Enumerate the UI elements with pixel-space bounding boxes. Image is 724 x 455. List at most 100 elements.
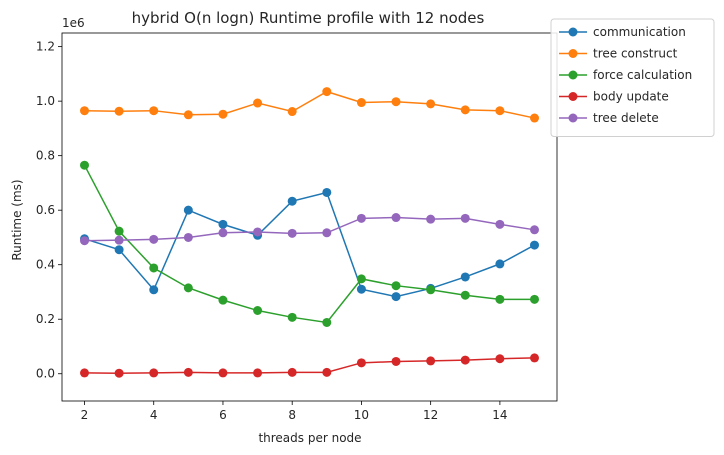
data-point-force-calculation [253,305,263,315]
data-point-body-update [426,356,436,366]
data-point-force-calculation [183,283,193,293]
data-point-body-update [460,355,470,365]
data-point-communication [218,219,228,229]
data-point-tree-construct [426,99,436,109]
y-axis-label: Runtime (ms) [10,179,24,260]
data-point-tree-construct [287,107,297,117]
y-axis-offset-label: 1e6 [62,16,85,30]
data-point-communication [356,284,366,294]
legend-marker [568,92,578,101]
data-point-force-calculation [356,274,366,284]
series-tree-construct [80,87,539,123]
data-point-tree-construct [80,106,89,116]
data-point-tree-delete [495,219,505,229]
data-point-force-calculation [495,294,505,304]
legend-label: tree construct [593,47,678,61]
data-point-tree-construct [218,109,228,119]
data-point-tree-construct [391,97,401,107]
series-tree-delete [80,213,539,246]
legend-label: force calculation [593,68,692,82]
data-point-force-calculation [460,290,470,300]
series-line-force-calculation [83,164,535,324]
x-tick-label: 6 [219,408,227,422]
data-point-body-update [356,358,366,368]
data-point-tree-delete [253,227,263,237]
data-point-body-update [287,367,297,377]
data-point-force-calculation [530,294,539,304]
x-tick-label: 4 [150,408,158,422]
x-tick-label: 10 [354,408,369,422]
data-point-tree-construct [253,98,263,108]
plot-area: 2 4 6 8 10 12 14 0.0 0.2 0.4 0.6 0.8 1.0 1.2 [36,32,558,422]
data-point-tree-construct [356,98,366,108]
y-tick-label: 0.0 [36,367,55,381]
data-point-tree-delete [114,235,124,245]
data-point-communication [530,240,539,250]
data-point-body-update [149,368,159,378]
y-tick-label: 0.8 [36,149,55,163]
data-point-tree-delete [287,228,297,238]
y-tick-label: 1.0 [36,94,55,108]
y-tick-label: 0.4 [36,258,55,272]
x-axis-label: threads per node [258,431,361,445]
data-point-tree-delete [80,236,89,246]
data-point-tree-construct [183,110,193,120]
legend-marker [568,70,578,80]
legend-item-force-calculation: force calculation [559,68,692,82]
data-point-body-update [253,368,263,378]
legend-item-communication: communication [559,25,686,39]
legend-marker [568,49,578,58]
data-point-tree-delete [530,225,539,235]
data-point-communication [149,285,159,295]
data-point-body-update [80,368,89,378]
y-tick-label: 1.2 [36,40,55,54]
data-point-tree-delete [322,228,332,238]
legend-item-tree-construct: tree construct [559,47,678,61]
data-point-tree-construct [149,106,159,116]
data-point-body-update [391,356,401,366]
legend-marker [568,27,578,37]
chart-title: hybrid O(n logn) Runtime profile with 12… [132,9,485,27]
data-point-tree-delete [183,232,193,242]
data-point-tree-delete [426,214,436,224]
data-point-tree-construct [322,87,332,97]
data-point-force-calculation [322,317,332,327]
data-point-body-update [183,367,193,377]
data-point-communication [322,187,332,197]
data-point-body-update [218,368,228,378]
data-point-tree-construct [495,106,505,116]
data-point-communication [460,272,470,282]
x-tick-label: 2 [81,408,89,422]
data-point-tree-delete [460,213,470,223]
legend: communication tree construct force calcula… [550,18,715,137]
data-point-communication [183,205,193,215]
data-point-tree-delete [356,213,366,223]
data-point-force-calculation [114,226,124,236]
data-point-communication [391,292,401,302]
x-tick-label: 14 [492,408,507,422]
data-point-body-update [495,354,505,364]
data-point-body-update [114,368,124,378]
series-body-update [80,353,539,378]
series-line-communication [84,191,535,298]
data-point-force-calculation [218,295,228,305]
y-tick-label: 0.6 [36,203,55,217]
y-tick-label: 0.2 [36,312,55,326]
data-point-tree-delete [391,213,401,223]
data-point-communication [114,245,124,255]
data-point-body-update [530,353,539,363]
data-point-communication [495,259,505,269]
legend-box [550,18,715,137]
data-point-force-calculation [287,312,297,322]
data-point-body-update [322,367,332,377]
legend-item-tree-delete: tree delete [559,111,659,125]
data-point-tree-construct [114,106,124,116]
x-tick-label: 12 [423,408,438,422]
legend-label: body update [593,90,669,104]
legend-marker [568,113,578,123]
series-line-body-update [84,357,535,374]
series-line-tree-delete [84,216,535,242]
plot-frame [61,32,558,402]
series-communication [80,187,539,302]
data-point-force-calculation [149,263,159,273]
